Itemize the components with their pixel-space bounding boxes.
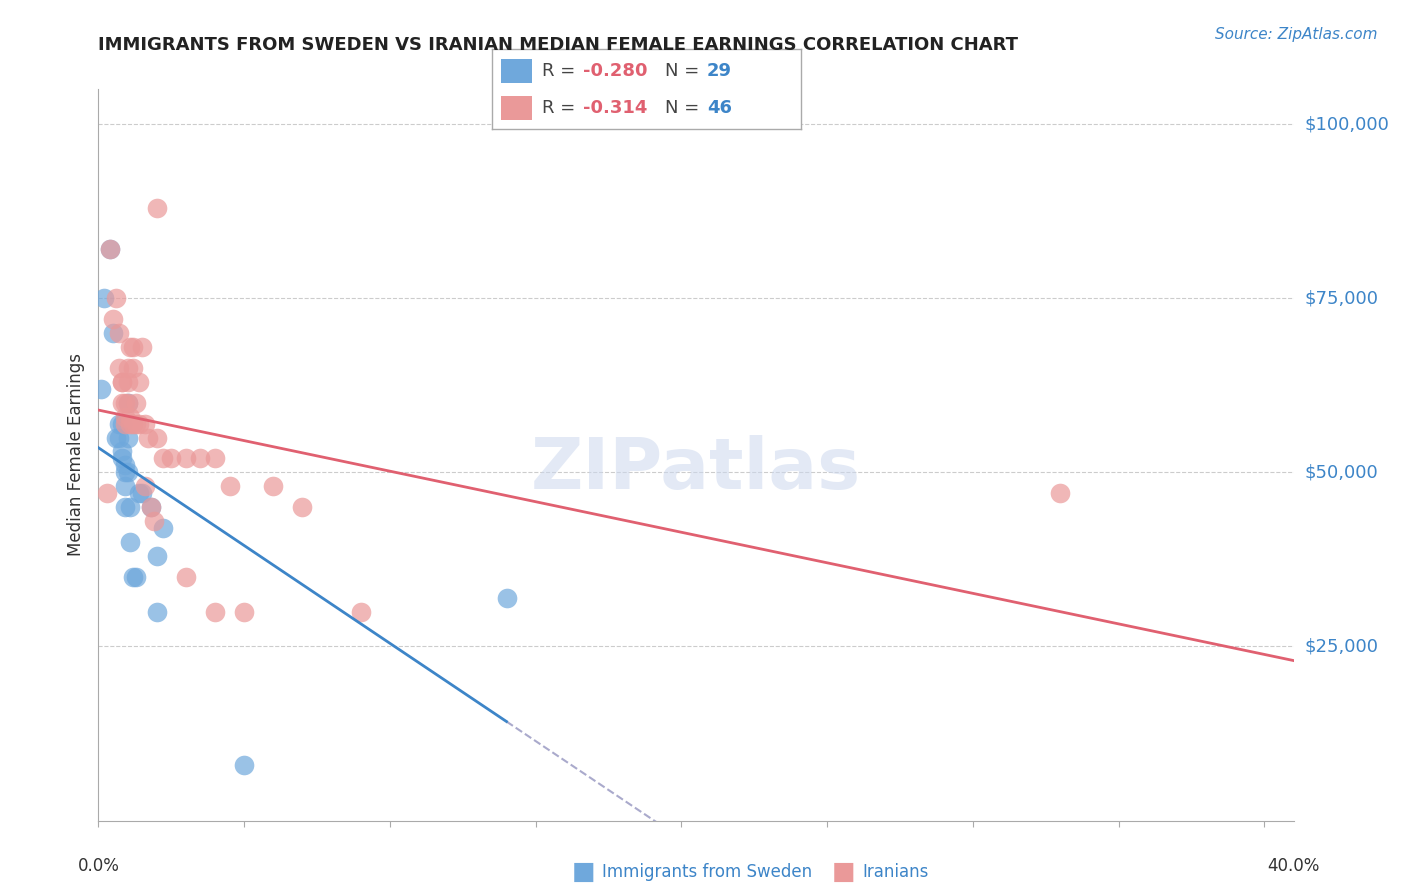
Point	[114, 417, 136, 431]
Text: 46: 46	[707, 99, 733, 117]
Point	[125, 395, 148, 409]
Point	[122, 340, 145, 354]
Point	[174, 570, 197, 584]
Point	[117, 430, 139, 444]
Point	[152, 451, 174, 466]
Point	[111, 375, 134, 389]
Point	[117, 395, 139, 409]
Point	[122, 417, 145, 431]
Point	[350, 605, 373, 619]
Text: $25,000: $25,000	[1305, 638, 1379, 656]
Text: $100,000: $100,000	[1305, 115, 1389, 133]
Point	[218, 479, 240, 493]
Point	[204, 605, 226, 619]
Point	[117, 395, 139, 409]
Point	[104, 430, 127, 444]
Point	[120, 535, 142, 549]
Point	[111, 395, 134, 409]
Text: $75,000: $75,000	[1305, 289, 1379, 307]
Text: 0.0%: 0.0%	[77, 857, 120, 875]
Point	[233, 605, 256, 619]
Text: ■: ■	[832, 861, 855, 884]
Point	[262, 479, 284, 493]
Point	[152, 521, 174, 535]
Point	[160, 451, 183, 466]
Point	[122, 360, 145, 375]
Point	[134, 417, 156, 431]
Point	[145, 201, 167, 215]
Point	[90, 382, 112, 396]
Point	[139, 500, 162, 515]
Point	[120, 340, 142, 354]
Point	[111, 444, 134, 458]
Text: Iranians: Iranians	[862, 863, 928, 881]
Point	[131, 340, 153, 354]
Point	[104, 291, 127, 305]
Point	[111, 417, 134, 431]
Point	[98, 243, 121, 257]
Point	[101, 326, 124, 340]
Point	[120, 500, 142, 515]
Point	[114, 466, 136, 480]
Point	[114, 479, 136, 493]
Bar	[502, 95, 533, 120]
Point	[233, 758, 256, 772]
Point	[136, 430, 159, 444]
Point	[128, 375, 150, 389]
Point	[108, 326, 131, 340]
Bar	[502, 59, 533, 83]
Text: 29: 29	[707, 62, 733, 79]
Text: ZIPatlas: ZIPatlas	[531, 435, 860, 504]
Point	[122, 570, 145, 584]
Text: IMMIGRANTS FROM SWEDEN VS IRANIAN MEDIAN FEMALE EARNINGS CORRELATION CHART: IMMIGRANTS FROM SWEDEN VS IRANIAN MEDIAN…	[98, 36, 1018, 54]
Point	[190, 451, 212, 466]
Point	[120, 409, 142, 424]
Point	[125, 417, 148, 431]
Point	[117, 360, 139, 375]
Text: ■: ■	[572, 861, 595, 884]
Point	[495, 591, 517, 605]
Point	[108, 360, 131, 375]
Point	[101, 312, 124, 326]
Point	[1049, 486, 1071, 500]
Point	[204, 451, 226, 466]
Text: Immigrants from Sweden: Immigrants from Sweden	[602, 863, 811, 881]
Point	[117, 466, 139, 480]
Point	[108, 417, 131, 431]
Point	[117, 375, 139, 389]
Text: Source: ZipAtlas.com: Source: ZipAtlas.com	[1215, 27, 1378, 42]
Point	[139, 500, 162, 515]
Point	[145, 549, 167, 563]
Point	[134, 479, 156, 493]
Text: R =: R =	[541, 99, 581, 117]
Point	[111, 375, 134, 389]
Y-axis label: Median Female Earnings: Median Female Earnings	[66, 353, 84, 557]
Point	[96, 486, 118, 500]
Text: $50,000: $50,000	[1305, 463, 1378, 482]
Point	[145, 430, 167, 444]
Point	[98, 243, 121, 257]
Point	[174, 451, 197, 466]
Text: N =: N =	[665, 62, 706, 79]
Text: -0.280: -0.280	[583, 62, 648, 79]
Point	[114, 395, 136, 409]
Point	[114, 409, 136, 424]
Point	[131, 486, 153, 500]
Point	[111, 451, 134, 466]
Point	[128, 486, 150, 500]
Point	[128, 417, 150, 431]
Point	[114, 458, 136, 473]
Text: R =: R =	[541, 62, 581, 79]
Point	[145, 605, 167, 619]
Text: -0.314: -0.314	[583, 99, 648, 117]
Text: N =: N =	[665, 99, 706, 117]
Point	[114, 500, 136, 515]
Point	[108, 430, 131, 444]
Point	[120, 417, 142, 431]
Point	[125, 570, 148, 584]
Text: 40.0%: 40.0%	[1267, 857, 1320, 875]
Point	[291, 500, 314, 515]
Point	[93, 291, 115, 305]
Point	[142, 514, 165, 528]
